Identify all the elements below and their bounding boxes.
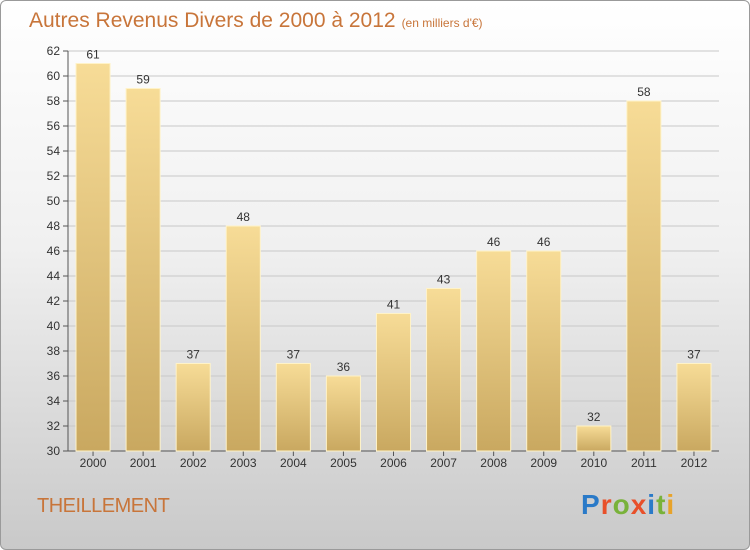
- logo-letter: t: [656, 489, 667, 520]
- logo-letter: P: [581, 489, 601, 520]
- y-tick-label: 40: [47, 319, 61, 333]
- proxiti-logo[interactable]: Proxiti: [581, 489, 675, 521]
- y-tick-label: 58: [47, 94, 61, 108]
- labels: 30 32 34 36 38 40 42 44 46 48 50 52 54 56 58 60 62 61 2000…: [47, 44, 708, 470]
- bar-2008: [476, 250, 512, 452]
- x-tick-label: 2012: [681, 456, 708, 470]
- data-label-2004: 37: [287, 348, 301, 362]
- y-tick-label: 50: [47, 194, 61, 208]
- logo-letter: r: [600, 489, 613, 520]
- y-tick-label: 62: [47, 44, 61, 58]
- chart-title: Autres Revenus Divers de 2000 à 2012 (en …: [29, 9, 483, 33]
- data-label-2009: 46: [537, 235, 551, 249]
- data-label-2010: 32: [587, 410, 601, 424]
- logo-letter: i: [647, 489, 657, 520]
- x-tick-label: 2003: [230, 456, 257, 470]
- logo-letter: i: [666, 489, 676, 520]
- y-tick-label: 42: [47, 294, 61, 308]
- bar-2002: [175, 363, 211, 452]
- chart-unit-label: (en milliers d'€): [401, 16, 483, 30]
- data-label-2003: 48: [237, 210, 251, 224]
- x-tick-label: 2008: [480, 456, 507, 470]
- bar-2001: [125, 88, 161, 452]
- data-label-2000: 61: [86, 48, 100, 62]
- y-tick-label: 52: [47, 169, 61, 183]
- y-tick-label: 60: [47, 69, 61, 83]
- y-tick-label: 36: [47, 369, 61, 383]
- y-tick-label: 46: [47, 244, 61, 258]
- y-tick-label: 32: [47, 419, 61, 433]
- bars: [75, 63, 712, 452]
- x-tick-label: 2004: [280, 456, 307, 470]
- data-label-2005: 36: [337, 360, 351, 374]
- y-tick-label: 44: [47, 269, 61, 283]
- data-label-2001: 59: [136, 73, 150, 87]
- bar-2003: [225, 225, 261, 452]
- x-tick-label: 2006: [380, 456, 407, 470]
- data-label-2011: 58: [637, 85, 651, 99]
- data-label-2002: 37: [187, 348, 201, 362]
- y-tick-label: 54: [47, 144, 61, 158]
- x-tick-label: 2002: [180, 456, 207, 470]
- bar-2007: [426, 288, 462, 452]
- x-tick-label: 2005: [330, 456, 357, 470]
- x-tick-label: 2010: [580, 456, 607, 470]
- data-label-2006: 41: [387, 298, 401, 312]
- y-tick-label: 38: [47, 344, 61, 358]
- x-tick-label: 2000: [80, 456, 107, 470]
- bar-2006: [375, 313, 412, 452]
- logo-letter: x: [630, 489, 648, 520]
- bar-2005: [325, 375, 361, 452]
- data-label-2007: 43: [437, 273, 451, 287]
- y-tick-label: 34: [47, 394, 61, 408]
- bar-2012: [676, 363, 712, 452]
- data-label-2008: 46: [487, 235, 501, 249]
- bar-2000: [75, 63, 111, 452]
- x-tick-label: 2001: [130, 456, 157, 470]
- bar-2011: [626, 100, 662, 452]
- y-tick-label: 48: [47, 219, 61, 233]
- x-tick-label: 2007: [430, 456, 457, 470]
- bar-2009: [526, 250, 562, 452]
- x-tick-label: 2011: [631, 456, 657, 470]
- data-label-2012: 37: [687, 348, 701, 362]
- x-tick-label: 2009: [530, 456, 557, 470]
- logo-letter: o: [612, 489, 631, 520]
- bar-2010: [576, 425, 612, 452]
- bar-2004: [275, 363, 311, 452]
- chart-title-text: Autres Revenus Divers de 2000 à 2012: [29, 9, 396, 32]
- y-tick-label: 56: [47, 119, 61, 133]
- y-tick-label: 30: [47, 444, 61, 458]
- location-label: THEILLEMENT: [37, 495, 170, 517]
